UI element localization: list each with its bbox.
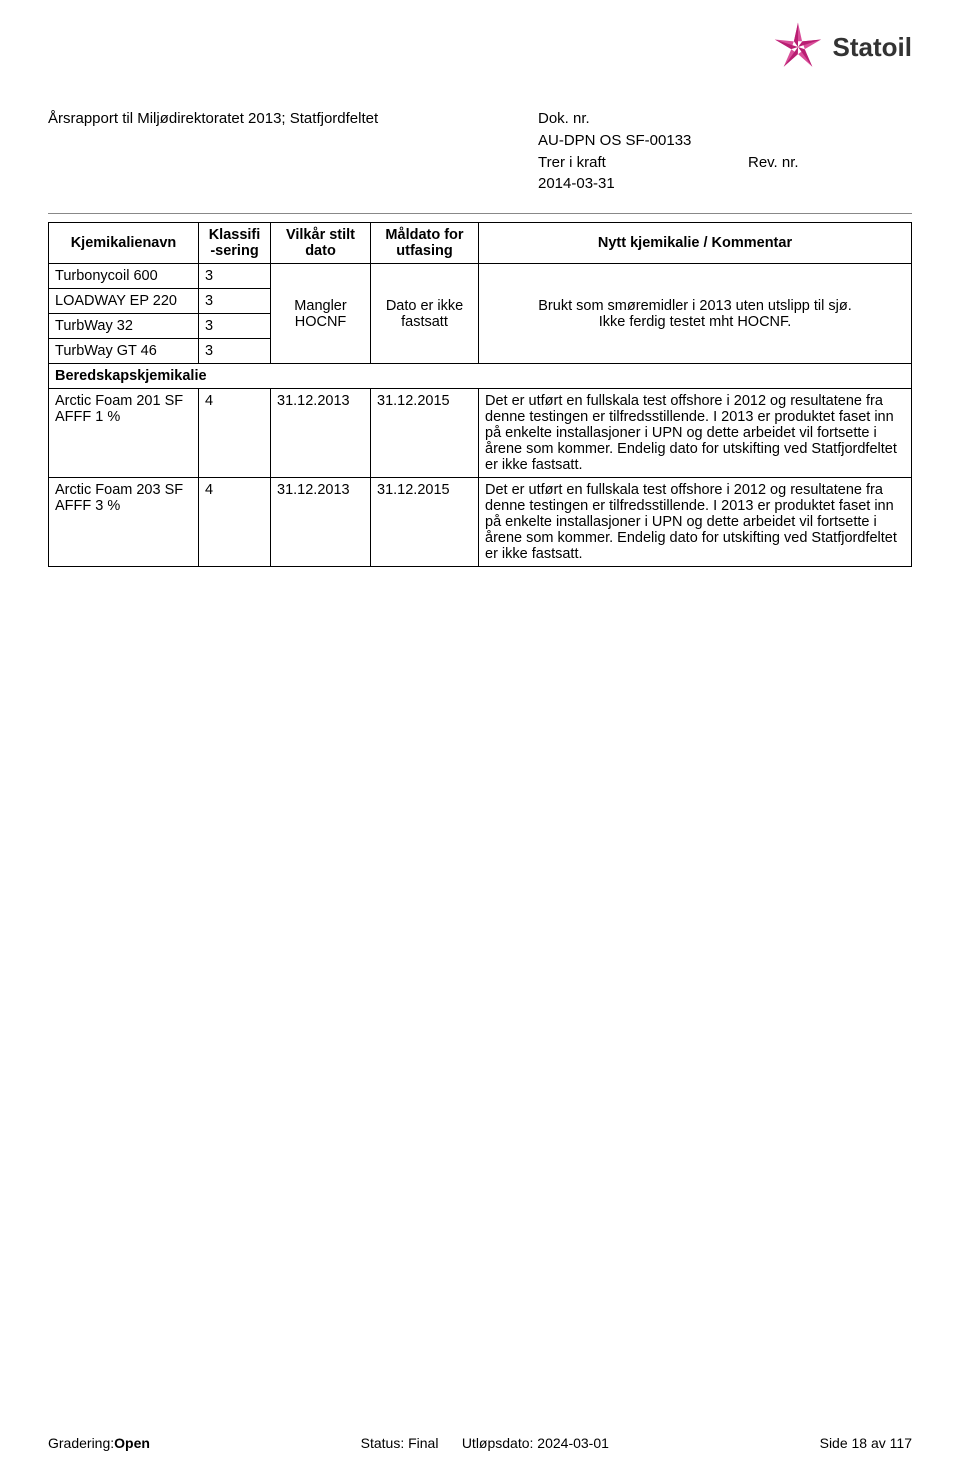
chem-name: Turbonycoil 600 [49, 264, 199, 289]
chem-name: Arctic Foam 201 SF AFFF 1 % [49, 389, 199, 478]
trer-value: 2014-03-31 [538, 173, 748, 195]
document-header: Årsrapport til Miljødirektoratet 2013; S… [48, 108, 912, 195]
chem-kls: 4 [199, 389, 271, 478]
table-header-row: Kjemikalienavn Klassifi -sering Vilkår s… [49, 223, 912, 264]
dok-nr-value: AU-DPN OS SF-00133 [538, 130, 748, 152]
status-label: Status: [361, 1435, 405, 1451]
footer-left: Gradering:Open [48, 1435, 150, 1451]
page-footer: Gradering:Open Status: Final Utløpsdato:… [48, 1435, 912, 1451]
maldato-cell: Dato er ikke fastsatt [371, 264, 479, 364]
vilkar-cell: Mangler HOCNF [271, 264, 371, 364]
table-row: Turbonycoil 600 3 Mangler HOCNF Dato er … [49, 264, 912, 289]
col-header: Måldato for utfasing [371, 223, 479, 264]
chemicals-table: Kjemikalienavn Klassifi -sering Vilkår s… [48, 222, 912, 567]
footer-page: Side 18 av 117 [820, 1435, 912, 1451]
section-label: Beredskapskjemikalie [49, 364, 912, 389]
utlops-label: Utløpsdato: [462, 1435, 534, 1451]
table-row: Arctic Foam 203 SF AFFF 3 % 4 31.12.2013… [49, 478, 912, 567]
maldato-cell: 31.12.2015 [371, 478, 479, 567]
kommentar-cell: Det er utført en fullskala test offshore… [479, 478, 912, 567]
chem-kls: 3 [199, 264, 271, 289]
statoil-star-icon [769, 18, 827, 76]
footer-mid: Status: Final Utløpsdato: 2024-03-01 [361, 1435, 609, 1451]
company-logo: Statoil [769, 18, 912, 76]
col-header: Klassifi -sering [199, 223, 271, 264]
col-header: Kjemikalienavn [49, 223, 199, 264]
chem-name: TurbWay 32 [49, 314, 199, 339]
rev-label: Rev. nr. [748, 152, 799, 174]
header-divider [48, 213, 912, 214]
maldato-cell: 31.12.2015 [371, 389, 479, 478]
report-title: Årsrapport til Miljødirektoratet 2013; S… [48, 110, 378, 127]
dok-nr-label: Dok. nr. [538, 108, 748, 130]
vilkar-cell: 31.12.2013 [271, 478, 371, 567]
logo-text: Statoil [833, 32, 912, 63]
table-row: Arctic Foam 201 SF AFFF 1 % 4 31.12.2013… [49, 389, 912, 478]
vilkar-cell: 31.12.2013 [271, 389, 371, 478]
chem-name: TurbWay GT 46 [49, 339, 199, 364]
col-header: Vilkår stilt dato [271, 223, 371, 264]
gradering-label: Gradering: [48, 1435, 114, 1451]
trer-label: Trer i kraft [538, 152, 748, 174]
chem-kls: 3 [199, 289, 271, 314]
kommentar-cell: Det er utført en fullskala test offshore… [479, 389, 912, 478]
chem-kls: 3 [199, 339, 271, 364]
chem-kls: 4 [199, 478, 271, 567]
section-row: Beredskapskjemikalie [49, 364, 912, 389]
chem-name: Arctic Foam 203 SF AFFF 3 % [49, 478, 199, 567]
gradering-value: Open [114, 1435, 150, 1451]
utlops-value: 2024-03-01 [537, 1435, 609, 1451]
chem-kls: 3 [199, 314, 271, 339]
chem-name: LOADWAY EP 220 [49, 289, 199, 314]
col-header: Nytt kjemikalie / Kommentar [479, 223, 912, 264]
kommentar-cell: Brukt som smøremidler i 2013 uten utslip… [479, 264, 912, 364]
status-value: Final [408, 1435, 438, 1451]
